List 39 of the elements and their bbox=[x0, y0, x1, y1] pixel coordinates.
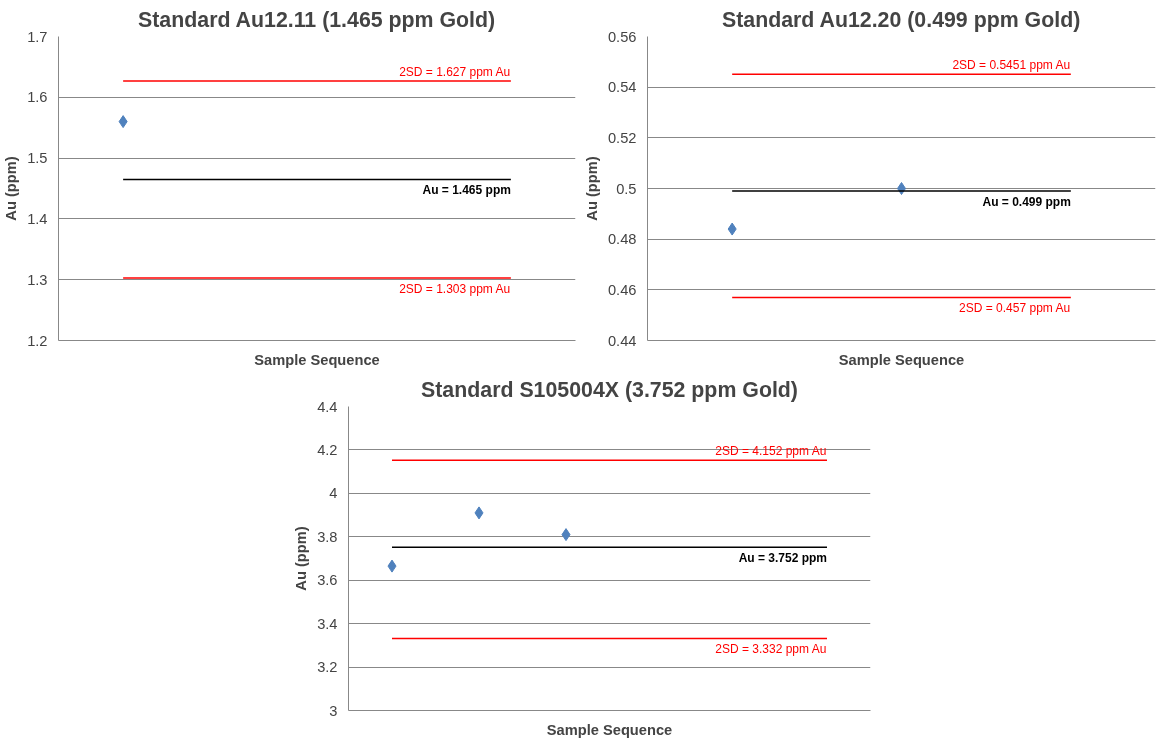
y-tick-label: 0.5 bbox=[616, 180, 637, 197]
x-axis-title: Sample Sequence bbox=[838, 351, 965, 368]
y-tick-label: 1.4 bbox=[27, 210, 48, 227]
y-tick-label: 0.44 bbox=[607, 332, 637, 349]
y-tick-label: 1.7 bbox=[27, 28, 48, 45]
y-tick-label: 4.4 bbox=[317, 398, 338, 415]
chart-title: Standard S105004X (3.752 ppm Gold) bbox=[421, 377, 798, 402]
y-tick-label: 3 bbox=[329, 702, 338, 719]
y-tick-label: 0.48 bbox=[607, 231, 637, 248]
y-tick-label: 1.2 bbox=[27, 332, 48, 349]
y-tick-label: 0.52 bbox=[607, 129, 637, 146]
ref-line-label: Au = 0.499 ppm bbox=[982, 195, 1071, 210]
y-axis-title: Au (ppm) bbox=[293, 526, 310, 591]
y-tick-label: 4 bbox=[329, 485, 338, 502]
ref-line-label: Au = 3.752 ppm bbox=[738, 551, 828, 566]
y-tick-label: 1.5 bbox=[27, 150, 48, 167]
y-axis-title: Au (ppm) bbox=[583, 156, 600, 221]
ref-line-label: 2SD = 0.457 ppm Au bbox=[959, 301, 1071, 316]
chart-title: Standard Au12.11 (1.465 ppm Gold) bbox=[138, 7, 496, 32]
ref-line-label: 2SD = 4.152 ppm Au bbox=[715, 444, 827, 459]
y-tick-label: 0.46 bbox=[607, 281, 637, 298]
x-axis-title: Sample Sequence bbox=[254, 351, 380, 368]
y-tick-label: 3.6 bbox=[317, 572, 338, 589]
ref-line-label: 2SD = 0.5451 ppm Au bbox=[952, 58, 1071, 73]
x-axis-title: Sample Sequence bbox=[546, 721, 673, 738]
ref-line-label: 2SD = 1.303 ppm Au bbox=[399, 281, 511, 296]
chart-title: Standard Au12.20 (0.499 ppm Gold) bbox=[721, 7, 1081, 32]
y-tick-label: 3.8 bbox=[317, 528, 338, 545]
y-axis-title: Au (ppm) bbox=[3, 156, 20, 221]
y-tick-label: 0.56 bbox=[607, 28, 637, 45]
ref-line-label: 2SD = 1.627 ppm Au bbox=[399, 64, 511, 79]
ref-line-label: Au = 1.465 ppm bbox=[422, 183, 511, 198]
y-tick-label: 1.6 bbox=[27, 89, 48, 106]
y-tick-label: 4.2 bbox=[317, 441, 338, 458]
y-tick-label: 1.3 bbox=[27, 271, 48, 288]
y-tick-label: 3.4 bbox=[317, 615, 338, 632]
ref-line-label: 2SD = 3.332 ppm Au bbox=[715, 642, 827, 657]
y-tick-label: 0.54 bbox=[607, 79, 637, 96]
y-tick-label: 3.2 bbox=[317, 659, 338, 676]
